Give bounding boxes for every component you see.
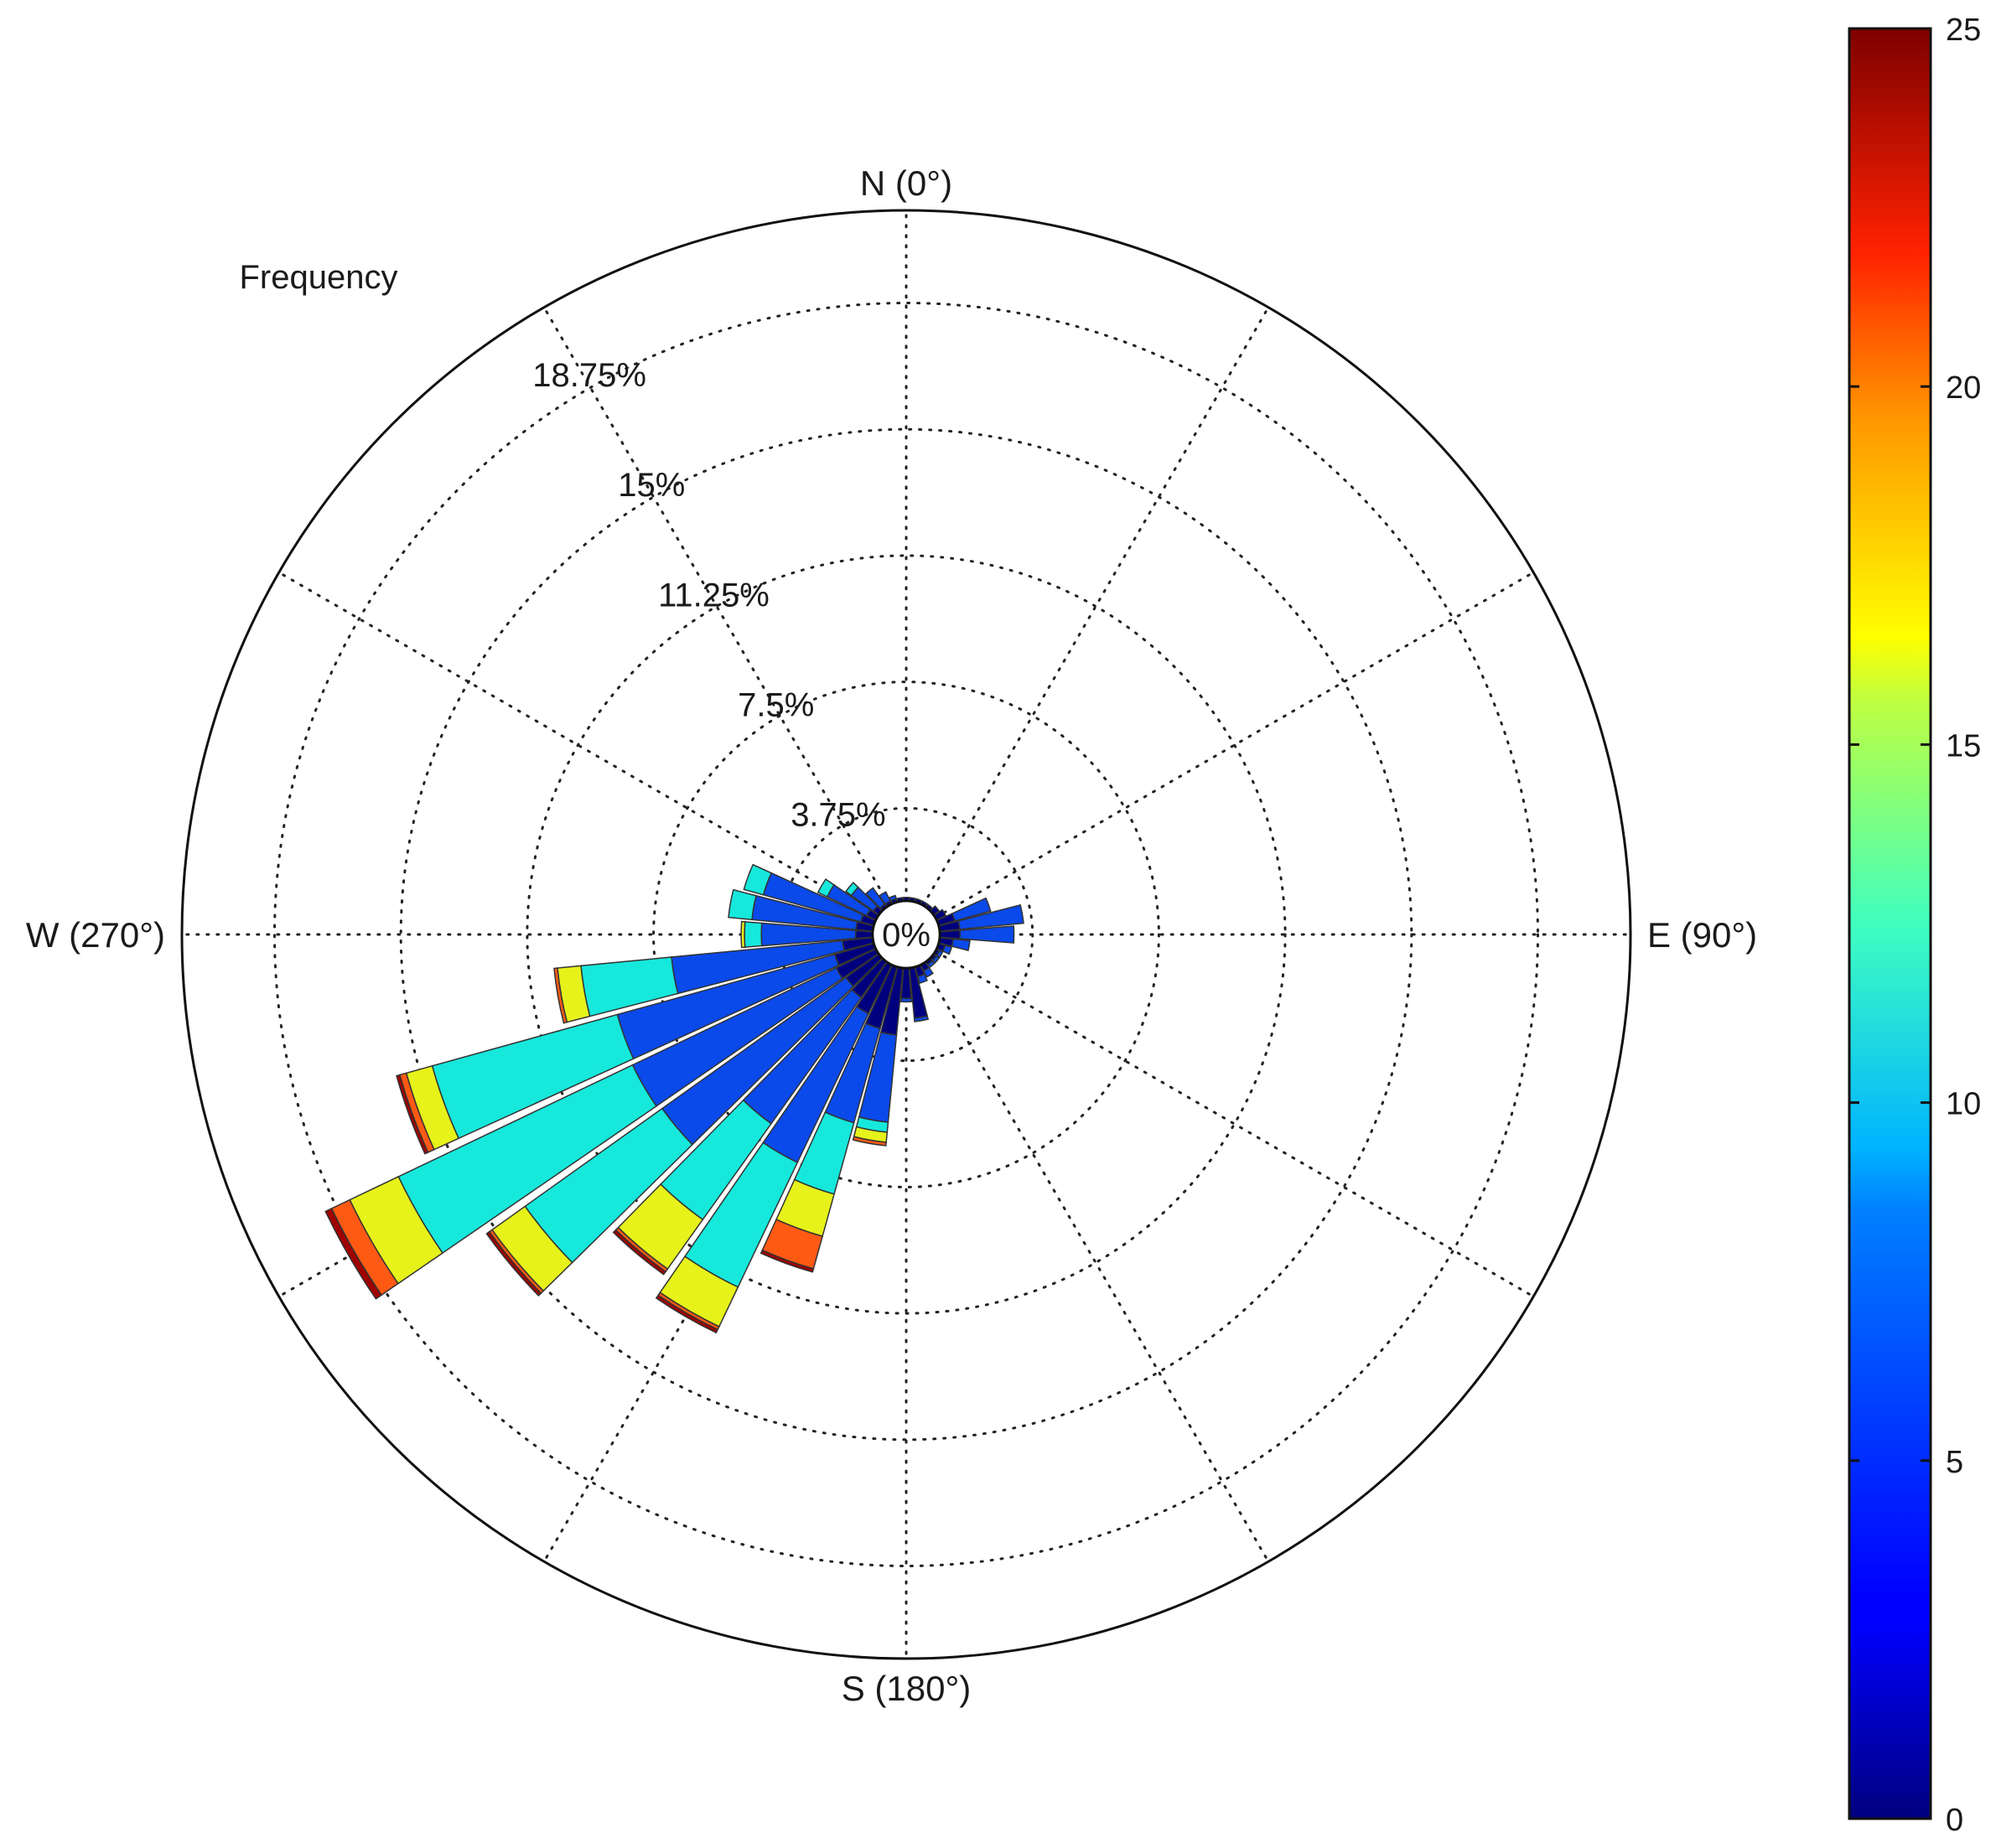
colorbar-tick-label: 5 bbox=[1946, 1445, 1963, 1480]
wind-sector-bin bbox=[931, 955, 941, 964]
direction-label: E (90°) bbox=[1647, 915, 1757, 955]
wind-sector-bin bbox=[913, 1015, 930, 1022]
grid-spoke bbox=[934, 571, 1535, 919]
wind-sector-bin bbox=[844, 881, 859, 897]
wind-sector-bin bbox=[926, 960, 936, 969]
radial-tick-label: 0% bbox=[882, 917, 931, 954]
polar-plot-area: 0% 3.75% 7.5% 11.25% 15% 18.75% N (0°) E (90°)… bbox=[26, 163, 1757, 1708]
wind-sector-bin bbox=[760, 1249, 815, 1273]
grid-ring bbox=[652, 681, 1160, 1188]
colorbar-tick-label: 20 bbox=[1946, 370, 1981, 406]
wind-sector-bin bbox=[951, 897, 992, 922]
wind-sector-bin bbox=[817, 877, 835, 898]
wind-sector-bin bbox=[396, 1074, 429, 1155]
direction-label: N (0°) bbox=[860, 163, 952, 203]
wind-sector-bin bbox=[951, 938, 971, 952]
colorbar-gradient bbox=[1848, 27, 1932, 1820]
colorbar: 0 5 10 15 20 25 bbox=[1848, 13, 1981, 1838]
radial-axis-title: Frequency bbox=[240, 259, 398, 296]
radial-tick-label: 15% bbox=[618, 467, 685, 504]
grid-ring bbox=[526, 554, 1287, 1315]
wind-sector-bin bbox=[936, 950, 944, 959]
colorbar-tick-label: 0 bbox=[1946, 1803, 1963, 1838]
grid-spoke bbox=[921, 306, 1270, 907]
center-hole bbox=[871, 899, 941, 970]
wind-sector-bin bbox=[740, 920, 746, 949]
wind-sector-bin bbox=[728, 888, 757, 921]
radial-tick-label: 11.25% bbox=[658, 577, 770, 613]
wind-sector-bin bbox=[852, 1136, 887, 1147]
grid-spoke bbox=[542, 306, 891, 907]
wind-sector-bin bbox=[917, 973, 928, 985]
wind-sector-bin bbox=[655, 1294, 719, 1334]
radial-tick-label: 7.5% bbox=[738, 686, 814, 723]
grid-spoke bbox=[542, 962, 891, 1563]
wind-sector-bin bbox=[553, 967, 568, 1024]
wind-sector-bin bbox=[854, 929, 874, 940]
grid-spoke bbox=[934, 950, 1535, 1298]
wind-sector-bin bbox=[324, 1207, 383, 1300]
colorbar-tick-label: 25 bbox=[1946, 13, 1981, 48]
wind-sector-bin bbox=[957, 903, 1024, 930]
grid-ring bbox=[273, 302, 1539, 1567]
wind-sector-bin bbox=[959, 925, 1015, 944]
direction-labels: N (0°) E (90°) S (180°) W (270°) bbox=[26, 163, 1757, 1708]
wind-sector-bin bbox=[865, 887, 886, 909]
wind-sectors bbox=[324, 863, 1024, 1334]
radial-tick-label: 18.75% bbox=[532, 357, 646, 394]
wind-sector-bin bbox=[612, 1229, 667, 1276]
wind-sector-bin bbox=[743, 863, 773, 896]
wind-sector-bin bbox=[922, 966, 934, 978]
wind-sector-bin bbox=[744, 921, 763, 948]
direction-label: W (270°) bbox=[26, 915, 165, 955]
radial-tick-labels: 0% 3.75% 7.5% 11.25% 15% 18.75% bbox=[532, 357, 931, 954]
wind-sector-bin bbox=[899, 997, 913, 1003]
wind-sector-bin bbox=[941, 944, 953, 955]
wind-sector-bin bbox=[879, 891, 891, 905]
radial-tick-label: 3.75% bbox=[791, 797, 885, 834]
grid-spoke bbox=[277, 571, 879, 919]
wind-sector-bin bbox=[485, 1230, 542, 1297]
direction-label: S (180°) bbox=[842, 1669, 972, 1708]
wind-sector-bin bbox=[900, 967, 912, 1000]
colorbar-tick-label: 15 bbox=[1946, 728, 1981, 764]
wind-sector-bin bbox=[889, 894, 898, 902]
colorbar-tick-label: 10 bbox=[1946, 1087, 1981, 1122]
grid-spoke bbox=[921, 962, 1270, 1563]
